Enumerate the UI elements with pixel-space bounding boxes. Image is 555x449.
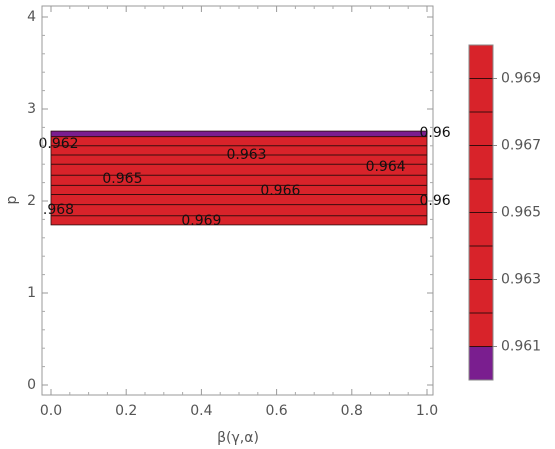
- contour-label: 0.96: [419, 193, 450, 209]
- contour-label: 0.96: [419, 125, 450, 141]
- contour-label: 0.963: [226, 147, 266, 163]
- y-tick-label: 1: [27, 285, 36, 301]
- legend-tick-label: 0.967: [501, 138, 541, 154]
- contour-label: 0.965: [102, 171, 142, 187]
- legend-band-1: [469, 45, 493, 347]
- legend-tick-label: 0.969: [501, 71, 541, 87]
- x-tick-label: 0.2: [115, 403, 137, 419]
- contour-label: 0.966: [260, 183, 300, 199]
- x-tick-label: 1.0: [416, 403, 438, 419]
- legend-tick-label: 0.963: [501, 272, 541, 288]
- x-axis-label: β(γ,α): [217, 430, 259, 446]
- x-tick-label: 0.4: [190, 403, 212, 419]
- contour-label: 0.962: [38, 136, 78, 152]
- contour-region-outline: [50, 130, 428, 226]
- legend-tick-label: 0.961: [501, 339, 541, 355]
- y-tick-label: 4: [27, 9, 36, 25]
- legend-tick-label: 0.965: [501, 205, 541, 221]
- contour-label: 0.964: [366, 159, 406, 175]
- plot-area: 0.9620.9650.9630.9660.9640.969.9680.960.…: [27, 5, 451, 419]
- contour-label: 0.969: [181, 213, 221, 229]
- x-tick-label: 0.0: [40, 403, 62, 419]
- y-tick-label: 0: [27, 377, 36, 393]
- color-legend: 0.961 0.963 0.965 0.967 0.969: [468, 44, 541, 381]
- contour-label: .968: [43, 202, 74, 218]
- y-axis-label: p: [4, 195, 20, 204]
- x-tick-label: 0.6: [265, 403, 287, 419]
- legend-band-0: [469, 346, 493, 380]
- y-tick-label: 2: [27, 193, 36, 209]
- x-tick-label: 0.8: [341, 403, 363, 419]
- contour-band-0: [51, 136, 427, 225]
- y-tick-label: 3: [27, 101, 36, 117]
- contour-band-1: [51, 131, 427, 137]
